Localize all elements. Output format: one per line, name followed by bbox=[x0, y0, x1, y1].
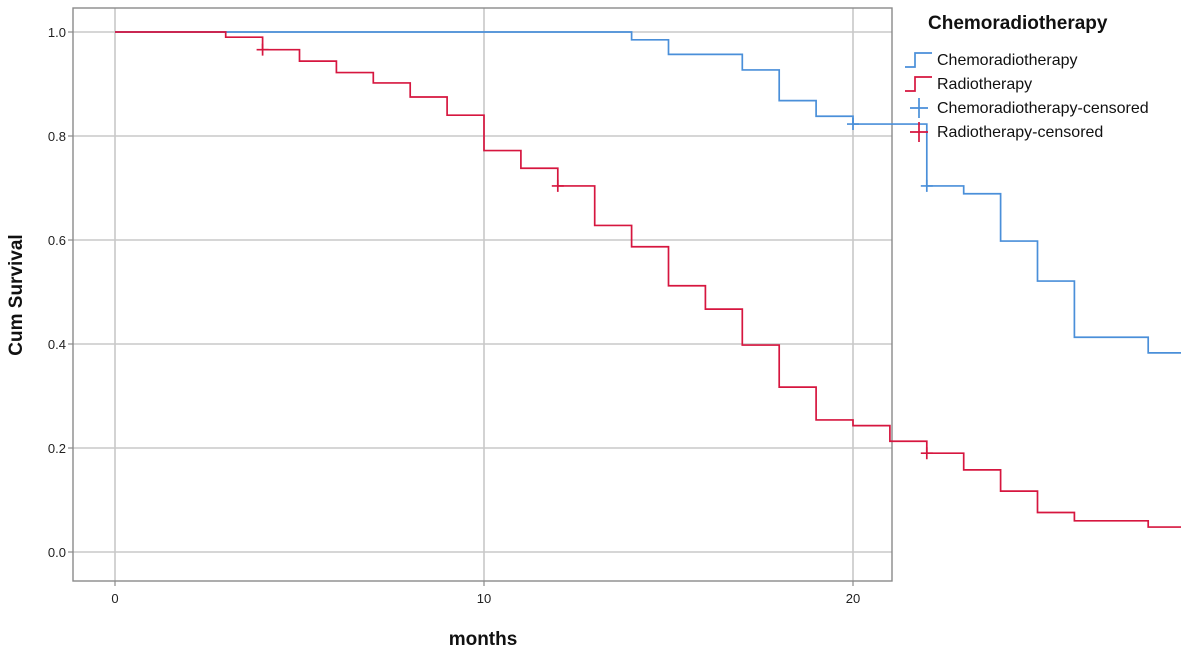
legend-swatch-censor bbox=[910, 98, 928, 118]
legend-swatch-step bbox=[905, 76, 932, 92]
x-tick-label: 0 bbox=[111, 591, 118, 606]
radiotherapy-censor-mark bbox=[256, 43, 269, 56]
y-tick-label: 0.8 bbox=[48, 129, 66, 144]
y-axis-title: Cum Survival bbox=[6, 234, 27, 355]
legend-entry-label: Radiotherapy bbox=[937, 76, 1032, 93]
y-tick-label: 0.6 bbox=[48, 233, 66, 248]
legend-entry-label: Chemoradiotherapy-censored bbox=[937, 100, 1149, 117]
legend-swatch-step bbox=[905, 52, 932, 68]
legend-swatch-censor bbox=[910, 122, 928, 142]
x-tick-label: 20 bbox=[846, 591, 860, 606]
legend-title: Chemoradiotherapy bbox=[928, 13, 1108, 34]
y-tick-label: 0.0 bbox=[48, 545, 66, 560]
y-tick-label: 1.0 bbox=[48, 25, 66, 40]
grid-layer bbox=[73, 8, 892, 581]
chemoradiotherapy-survival-curve bbox=[115, 31, 1181, 354]
legend: Chemoradiotherapy Chemoradiotherapy Radio… bbox=[905, 13, 1149, 142]
radiotherapy-censor-mark bbox=[920, 447, 933, 460]
legend-entry-label: Chemoradiotherapy bbox=[937, 52, 1078, 69]
legend-entry-label: Radiotherapy-censored bbox=[937, 124, 1103, 141]
series-layer bbox=[115, 31, 1181, 528]
x-tick-label: 10 bbox=[477, 591, 491, 606]
tick-layer: 0102030400.00.20.40.60.81.0 bbox=[48, 25, 860, 606]
y-tick-label: 0.4 bbox=[48, 337, 66, 352]
plot-frame bbox=[72, 7, 893, 582]
radiotherapy-survival-curve bbox=[115, 31, 1181, 528]
y-tick-label: 0.2 bbox=[48, 441, 66, 456]
chemoradiotherapy-censor-mark bbox=[847, 118, 859, 131]
chemoradiotherapy-censor-mark bbox=[920, 179, 933, 192]
x-axis-title: months bbox=[449, 629, 518, 650]
radiotherapy-censor-mark bbox=[551, 179, 564, 192]
